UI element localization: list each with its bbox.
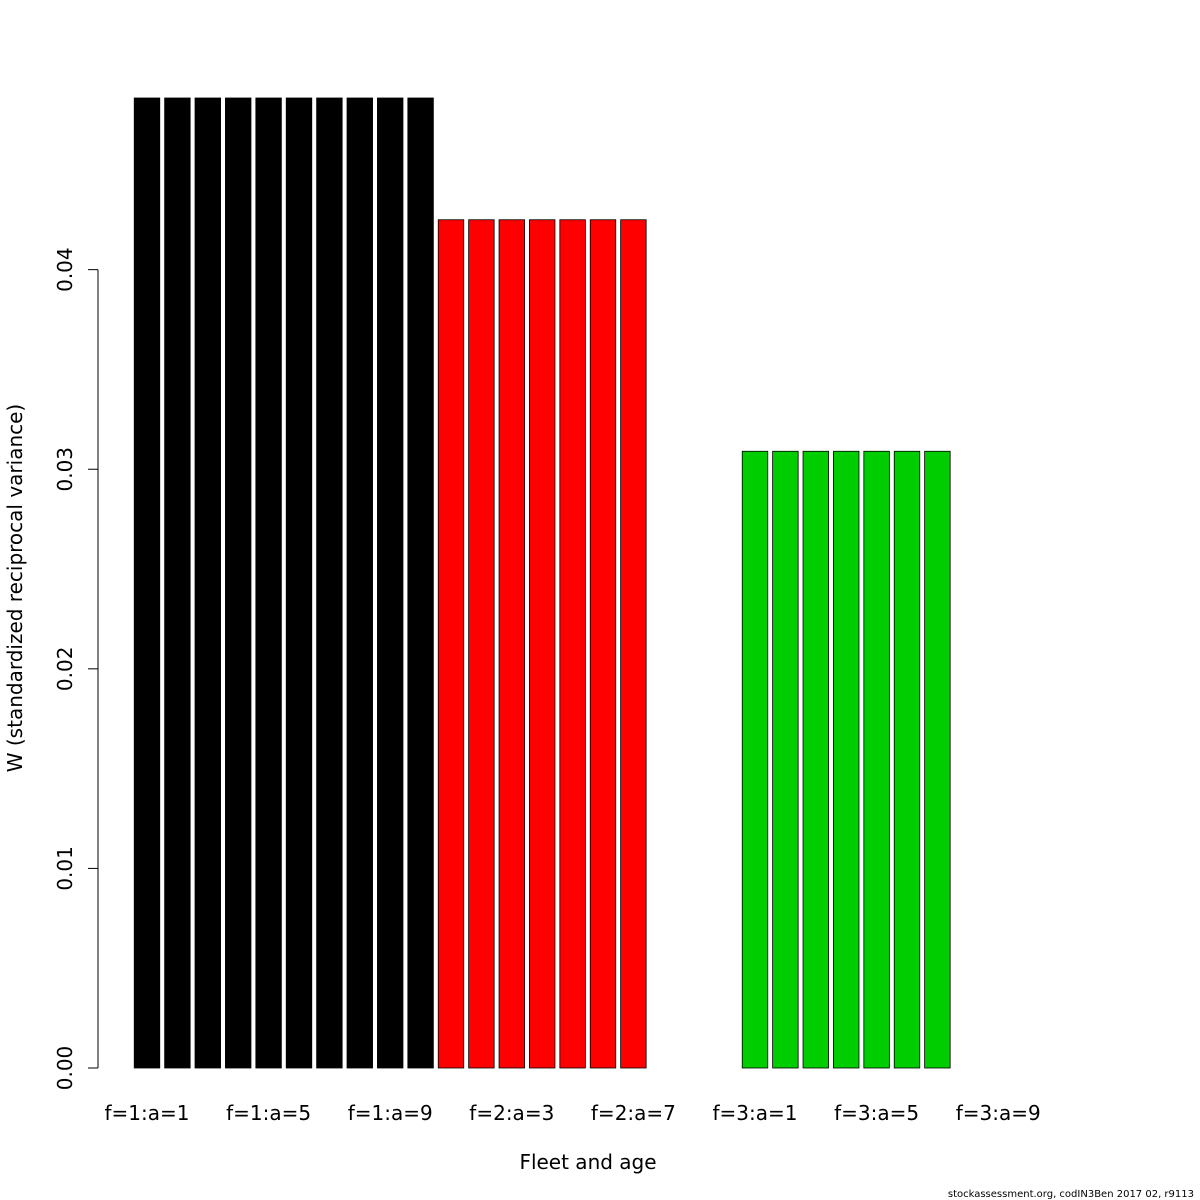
bar [772,450,799,1069]
y-tick-label: 0.02 [53,647,77,692]
bar [437,219,465,1069]
bar [133,97,161,1069]
bar [498,219,525,1069]
x-tick-label: f=3:a=1 [713,1101,798,1125]
x-tick-label: f=3:a=5 [834,1101,919,1125]
bar [377,97,404,1069]
footer: stockassessment.org, codIN3Ben 2017 02, … [948,1189,1194,1200]
bar [863,450,890,1069]
x-tick-label: f=2:a=7 [591,1101,676,1125]
bar [893,450,921,1069]
bar [529,219,556,1069]
bar [346,97,373,1069]
x-tick-label: f=1:a=5 [226,1101,311,1125]
x-tick-label: f=1:a=9 [348,1101,433,1125]
bar [924,450,951,1069]
x-axis-label: Fleet and age [519,1150,656,1174]
bar [741,450,769,1069]
x-tick-label: f=2:a=3 [469,1101,554,1125]
bar [316,97,343,1069]
bar [559,219,586,1069]
bar [407,97,434,1069]
bar [833,450,860,1069]
y-tick-label: 0.00 [53,1046,77,1091]
bar [225,97,252,1069]
bar [468,219,495,1069]
y-tick-label: 0.03 [53,447,77,492]
bar [620,219,647,1069]
bar [194,97,221,1069]
y-axis-label: W (standardized reciprocal variance) [3,404,27,773]
y-tick-label: 0.01 [53,846,77,891]
bar [589,219,617,1069]
bar [285,97,313,1069]
y-tick-label: 0.04 [53,247,77,292]
x-tick-label: f=3:a=9 [956,1101,1041,1125]
x-tick-label: f=1:a=1 [105,1101,190,1125]
bar [802,450,829,1069]
bar [255,97,282,1069]
bar [164,97,191,1069]
